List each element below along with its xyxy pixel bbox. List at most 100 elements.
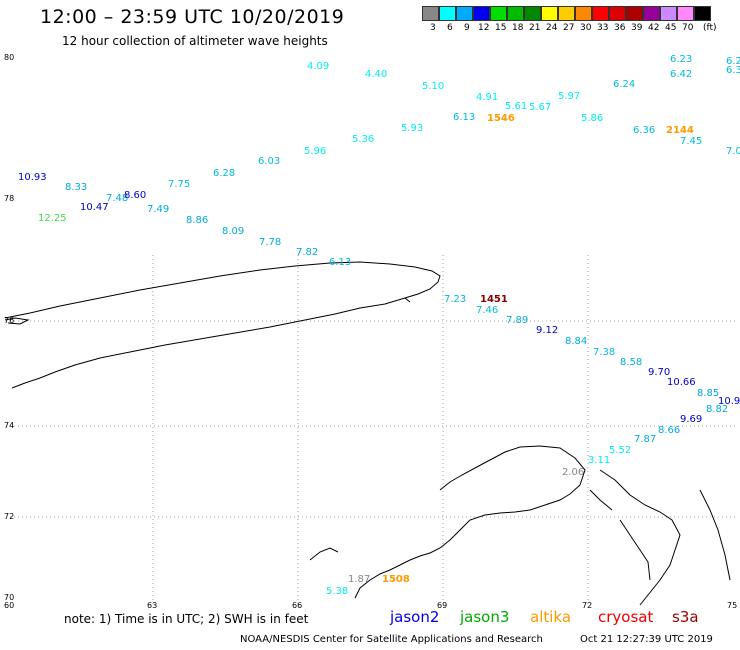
- wave-height-label: 9.69: [680, 414, 702, 425]
- wave-height-label: 5.97: [558, 91, 580, 102]
- wave-height-label: 7.45: [680, 136, 702, 147]
- scale-swatch: [677, 6, 694, 21]
- satellite-jason3: jason3: [460, 608, 510, 626]
- scale-label: 70: [682, 23, 694, 33]
- lon-label: 75: [727, 601, 737, 610]
- wave-height-label: 7.38: [593, 347, 615, 358]
- wave-height-label: 10.93: [18, 172, 47, 183]
- scale-swatch: [473, 6, 490, 21]
- scale-swatch: [592, 6, 609, 21]
- scale-swatch: [609, 6, 626, 21]
- wave-height-label: 10.47: [80, 202, 109, 213]
- scale-swatch: [541, 6, 558, 21]
- wave-height-label: 9.12: [536, 325, 558, 336]
- scale-swatch: [626, 6, 643, 21]
- lat-label: 70: [4, 593, 14, 602]
- wave-height-label: 8.33: [65, 182, 87, 193]
- scale-swatch: [422, 6, 439, 21]
- wave-height-label: 4.09: [307, 61, 329, 72]
- scale-label: 27: [563, 23, 575, 33]
- wave-height-label: 6.23: [670, 54, 692, 65]
- wave-height-label: 1451: [480, 294, 508, 305]
- wave-height-label: 5.86: [581, 113, 603, 124]
- satellite-altika: altika: [530, 608, 572, 626]
- lon-label: 72: [582, 601, 592, 610]
- scale-swatch: [439, 6, 456, 21]
- wave-height-label: 8.86: [186, 215, 208, 226]
- scale-label: 45: [665, 23, 677, 33]
- satellite-cryosat: cryosat: [598, 608, 654, 626]
- wave-height-label: 7.48: [106, 193, 128, 204]
- wave-height-label: 6.28: [213, 168, 235, 179]
- wave-height-label: 7.82: [296, 247, 318, 258]
- wave-height-label: 7.89: [506, 315, 528, 326]
- scale-swatch: [456, 6, 473, 21]
- wave-height-label: 6.13: [453, 112, 475, 123]
- generated-timestamp: Oct 21 12:27:39 UTC 2019: [580, 634, 713, 645]
- scale-swatch: [694, 6, 711, 21]
- wave-height-label: 5.67: [529, 102, 551, 113]
- wave-height-label: 6.3: [726, 65, 740, 76]
- wave-height-label: 3.11: [588, 455, 610, 466]
- scale-label: 6: [447, 23, 453, 33]
- scale-swatch: [558, 6, 575, 21]
- satellite-jason2: jason2: [390, 608, 440, 626]
- scale-unit: (ft): [703, 23, 717, 33]
- scale-swatch: [643, 6, 660, 21]
- wave-height-label: 7.0: [726, 146, 740, 157]
- lon-label: 66: [292, 601, 302, 610]
- wave-height-label: 7.49: [147, 204, 169, 215]
- wave-height-label: 9.70: [648, 367, 670, 378]
- wave-height-label: 4.91: [476, 92, 498, 103]
- scale-label: 30: [580, 23, 592, 33]
- scale-label: 21: [529, 23, 541, 33]
- lon-label: 63: [147, 601, 157, 610]
- wave-height-label: 5.36: [352, 134, 374, 145]
- wave-height-label: 2144: [666, 125, 694, 136]
- wave-height-label: 4.40: [365, 69, 387, 80]
- lat-label: 78: [4, 194, 14, 203]
- scale-swatch: [490, 6, 507, 21]
- scale-label: 39: [631, 23, 643, 33]
- scale-label: 24: [546, 23, 558, 33]
- scale-label: 42: [648, 23, 660, 33]
- wave-height-label: 8.60: [124, 190, 146, 201]
- footnote: note: 1) Time is in UTC; 2) SWH is in fe…: [64, 612, 309, 626]
- wave-height-label: 10.9: [718, 396, 740, 407]
- scale-swatch: [660, 6, 677, 21]
- lat-label: 72: [4, 512, 14, 521]
- wave-height-label: 5.10: [422, 81, 444, 92]
- wave-height-label: 6.03: [258, 156, 280, 167]
- scale-label: 18: [512, 23, 524, 33]
- lon-label: 69: [437, 601, 447, 610]
- scale-swatch: [524, 6, 541, 21]
- wave-height-label: 10.66: [667, 377, 696, 388]
- wave-height-label: 8.85: [697, 388, 719, 399]
- scale-label: 3: [430, 23, 436, 33]
- wave-height-label: 5.93: [401, 123, 423, 134]
- wave-height-label: 6.36: [633, 125, 655, 136]
- wave-height-label: 7.78: [259, 237, 281, 248]
- wave-height-label: 2.06: [562, 467, 584, 478]
- scale-swatch: [575, 6, 592, 21]
- map-title: 12:00 – 23:59 UTC 10/20/2019: [40, 6, 345, 28]
- map-subtitle: 12 hour collection of altimeter wave hei…: [62, 34, 328, 48]
- wave-height-label: 5.52: [609, 445, 631, 456]
- wave-height-label: 8.84: [565, 336, 587, 347]
- scale-label: 15: [495, 23, 507, 33]
- wave-height-label: 7.23: [444, 294, 466, 305]
- credit-line: NOAA/NESDIS Center for Satellite Applica…: [240, 634, 543, 645]
- lat-label: 80: [4, 53, 14, 62]
- wave-height-label: 7.46: [476, 305, 498, 316]
- wave-height-label: 8.09: [222, 226, 244, 237]
- wave-height-label: 1.87: [348, 574, 370, 585]
- scale-label: 9: [464, 23, 470, 33]
- lat-label: 76: [4, 316, 14, 325]
- wave-height-label: 6.13: [329, 257, 351, 268]
- wave-height-label: 6.42: [670, 69, 692, 80]
- satellite-s3a: s3a: [672, 608, 699, 626]
- wave-height-label: 5.38: [326, 586, 348, 597]
- grid-lines: [10, 255, 735, 605]
- scale-label: 12: [478, 23, 490, 33]
